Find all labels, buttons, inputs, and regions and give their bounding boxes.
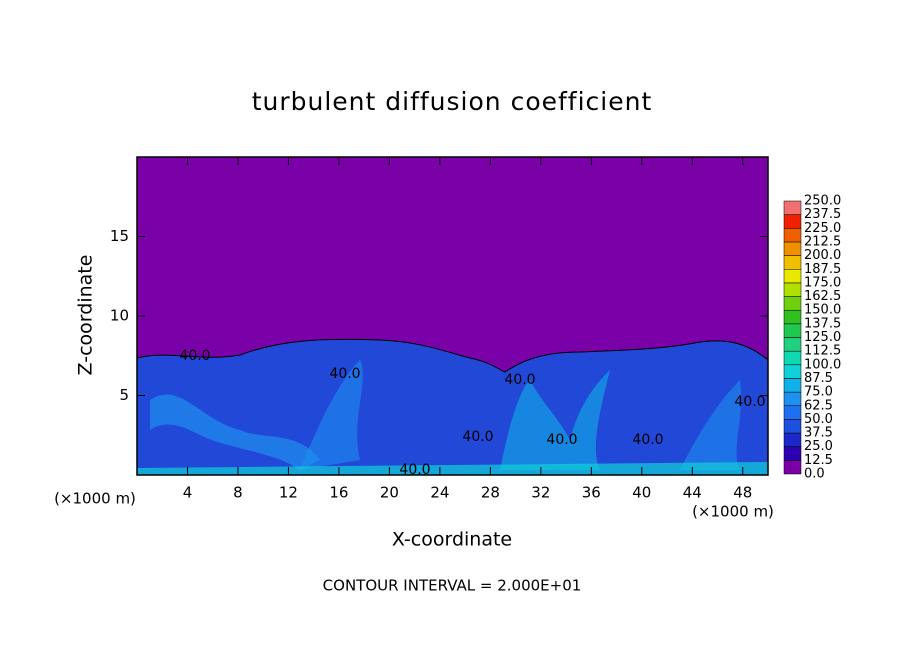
chart-title: turbulent diffusion coefficient	[252, 87, 653, 116]
colorbar-box	[783, 350, 802, 366]
colorbar-label: 12.5	[804, 453, 833, 468]
colorbar-label: 100.0	[804, 357, 841, 372]
colorbar-label: 237.5	[804, 207, 841, 222]
x-tick-label: 32	[531, 484, 550, 502]
colorbar-label: 162.5	[804, 289, 841, 304]
y-tick-label: 15	[110, 227, 129, 245]
colorbar-label: 200.0	[804, 248, 841, 263]
colorbar-label: 225.0	[804, 221, 841, 236]
colorbar-label: 37.5	[804, 426, 833, 441]
colorbar-box	[783, 391, 802, 407]
colorbar-label: 125.0	[804, 330, 841, 345]
colorbar-label: 250.0	[804, 194, 841, 209]
y-tick-label: 10	[110, 307, 129, 325]
colorbar-box	[783, 282, 802, 297]
colorbar-box	[783, 241, 802, 256]
colorbar-box	[783, 378, 802, 393]
colorbar-label: 187.5	[804, 262, 841, 277]
colorbar-label: 112.5	[804, 344, 841, 359]
colorbar-box	[783, 323, 802, 338]
field-streak	[137, 462, 768, 475]
colorbar-label: 75.0	[804, 385, 833, 400]
contour-label: 40.0	[504, 372, 535, 388]
field-streak	[300, 360, 363, 470]
x-unit: (×1000 m)	[54, 490, 136, 508]
colorbar-label: 87.5	[804, 371, 833, 386]
colorbar-box	[783, 214, 802, 229]
colorbar-box	[783, 460, 802, 475]
x-tick-label: 24	[430, 484, 449, 502]
field-region	[136, 338, 769, 476]
colorbar-label: 175.0	[804, 275, 841, 290]
x-tick-label: 8	[233, 484, 243, 502]
field-streak	[680, 380, 742, 470]
colorbar-box	[783, 419, 802, 434]
colorbar-label: 0.0	[804, 467, 825, 482]
x-tick-label: 36	[582, 484, 601, 502]
colorbar-box	[783, 269, 802, 284]
x-tick-label: 16	[329, 484, 348, 502]
x-tick-label: 20	[380, 484, 399, 502]
contour-label: 40.0	[462, 429, 493, 445]
colorbar-box	[783, 296, 802, 311]
x-tick-label: 4	[183, 484, 193, 502]
colorbar-label: 62.5	[804, 398, 833, 413]
colorbar-label: 25.0	[804, 439, 833, 454]
colorbar-label: 50.0	[804, 412, 833, 427]
x-tick-label: 40	[632, 484, 651, 502]
contour-label: 40.0	[179, 348, 210, 364]
colorbar-box	[783, 228, 802, 243]
colorbar-box	[783, 255, 802, 270]
field-streak	[150, 394, 320, 470]
colorbar-label: 150.0	[804, 303, 841, 318]
y-tick-label: 5	[119, 386, 129, 404]
x-tick-label: 28	[481, 484, 500, 502]
colorbar-label: 137.5	[804, 316, 841, 331]
x-unit-right: (×1000 m)	[692, 503, 774, 521]
footer: CONTOUR INTERVAL = 2.000E+01	[323, 577, 582, 595]
colorbar-box	[783, 446, 802, 461]
contour-label: 40.0	[546, 432, 577, 448]
y-axis-label: Z-coordinate	[75, 255, 97, 376]
field-streak	[500, 370, 610, 470]
colorbar-box	[783, 309, 802, 325]
contour-label: 40.0	[632, 432, 663, 448]
x-tick-label: 12	[279, 484, 298, 502]
contour-label: 40.0	[399, 462, 430, 478]
colorbar-box	[783, 364, 802, 379]
x-axis-label: X-coordinate	[392, 529, 512, 551]
colorbar-label: 212.5	[804, 234, 841, 249]
colorbar-box	[783, 432, 802, 447]
field	[136, 156, 769, 476]
contour-label: 40.0	[734, 394, 765, 410]
colorbar-box	[783, 405, 802, 420]
x-tick-label: 48	[733, 484, 752, 502]
x-tick-label: 44	[683, 484, 702, 502]
colorbar-box	[783, 337, 802, 352]
colorbar-box	[783, 200, 802, 215]
contour-label: 40.0	[329, 366, 360, 382]
